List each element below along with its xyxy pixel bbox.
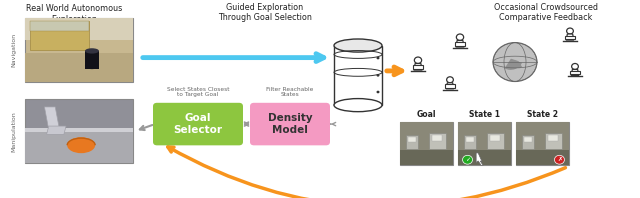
Polygon shape [566,34,574,40]
Circle shape [554,155,564,164]
Circle shape [456,34,463,40]
Circle shape [572,64,579,69]
Bar [86,51,99,69]
Bar [516,122,569,150]
Bar [429,133,446,149]
Text: Real World Autonomous
Exploration: Real World Autonomous Exploration [26,4,122,24]
Circle shape [463,155,472,164]
Text: Select States Closest
to Target Goal: Select States Closest to Target Goal [167,87,229,97]
Text: ✗: ✗ [557,157,562,162]
Polygon shape [44,107,60,130]
Circle shape [493,43,537,82]
Polygon shape [47,126,66,134]
Text: State 2: State 2 [527,110,558,119]
Bar [25,128,133,163]
Text: Manipulation: Manipulation [12,111,17,151]
FancyBboxPatch shape [250,103,330,145]
Bar [545,133,562,149]
Bar [516,150,569,165]
Circle shape [447,77,453,83]
FancyBboxPatch shape [153,103,243,145]
Polygon shape [456,40,464,47]
Circle shape [566,28,573,34]
Polygon shape [476,153,483,165]
Bar [458,150,511,165]
Bar [25,18,133,40]
Wedge shape [511,59,522,68]
Text: State 1: State 1 [469,110,500,119]
Ellipse shape [334,39,382,52]
Bar [400,150,453,165]
Text: Occasional Crowdsourced
Comparative Feedback: Occasional Crowdsourced Comparative Feed… [494,3,598,22]
Bar [548,135,558,141]
Bar [406,135,418,149]
Circle shape [376,57,380,59]
Bar [413,65,423,69]
Text: Navigation: Navigation [12,32,17,67]
Bar [432,135,442,141]
Circle shape [376,91,380,93]
Bar [445,84,454,88]
Bar [566,36,575,39]
Bar [490,135,500,141]
Bar [570,71,580,74]
Ellipse shape [85,62,99,69]
Bar [487,133,504,149]
Text: Goal
Selector: Goal Selector [173,113,223,135]
Bar [524,137,532,142]
Bar [408,137,416,142]
Bar [400,122,453,150]
Text: Goal: Goal [417,110,436,119]
Bar [25,99,133,163]
Bar [334,46,382,105]
Bar [30,21,90,31]
Bar [458,122,511,150]
Bar [25,53,133,82]
Text: ✓: ✓ [465,157,470,162]
Bar [25,18,133,82]
Bar [465,135,476,149]
Text: Density
Model: Density Model [268,113,312,135]
Text: Guided Exploration
Through Goal Selection: Guided Exploration Through Goal Selectio… [218,3,312,22]
Bar [455,42,465,46]
Ellipse shape [67,137,95,153]
Bar [522,135,534,149]
Bar [25,128,133,132]
Bar [466,137,474,142]
Ellipse shape [334,99,382,112]
Circle shape [376,74,380,77]
Polygon shape [446,83,454,89]
Bar [400,122,453,165]
Circle shape [414,57,422,64]
Bar [458,122,511,165]
Wedge shape [511,62,521,68]
Polygon shape [571,69,579,75]
Bar [516,122,569,165]
Ellipse shape [85,48,99,54]
Bar [30,21,90,50]
Wedge shape [504,59,522,70]
Polygon shape [414,64,422,70]
Text: Filter Reachable
States: Filter Reachable States [266,87,314,97]
